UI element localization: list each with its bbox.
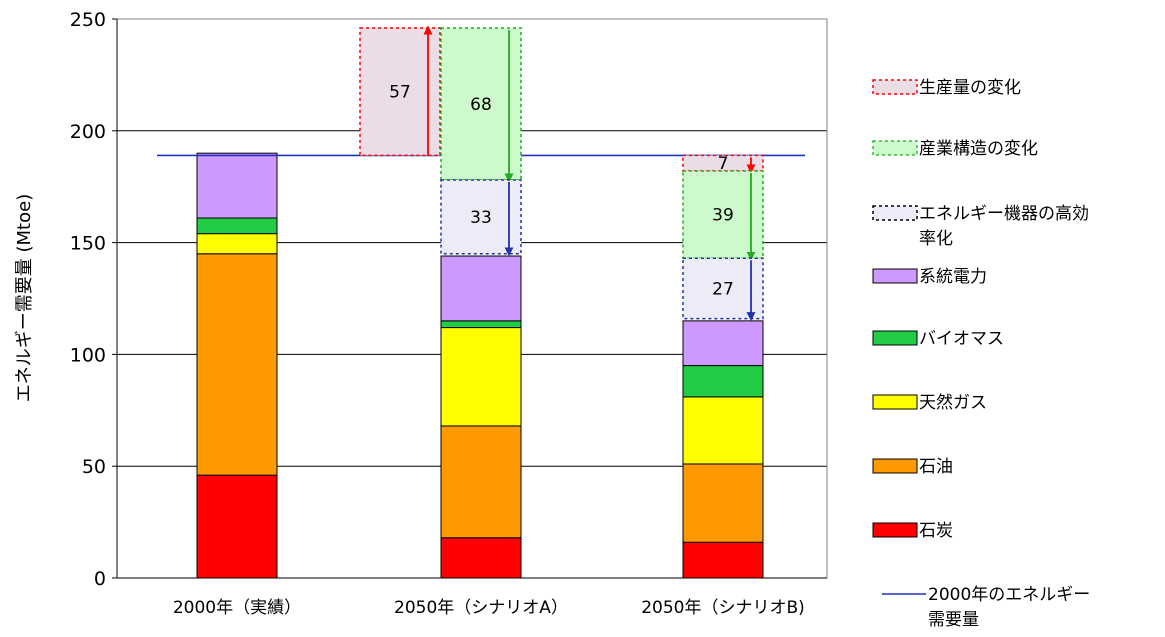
- legend-label: 系統電力: [919, 267, 987, 287]
- data-label: 57: [389, 83, 411, 103]
- y-tick-label: 200: [70, 121, 106, 143]
- y-tick-label: 150: [70, 233, 106, 255]
- change-box: [682, 170, 764, 260]
- bar-segment: [196, 253, 278, 476]
- legend-swatch: [872, 394, 918, 410]
- bars: [157, 152, 805, 579]
- data-label: 68: [470, 95, 492, 115]
- legend-label: 石炭: [919, 521, 953, 541]
- legend-swatch: [872, 522, 918, 538]
- legend-label: エネルギー機器の高効: [919, 204, 1089, 224]
- legend-label: 2000年のエネルギー: [928, 585, 1090, 605]
- axes: 0 50 100 150 200 250 2000年（実績） 2050年（シナリオA） 2050…: [70, 9, 828, 618]
- legend-swatch: [872, 205, 918, 221]
- bar-segment: [682, 396, 764, 465]
- legend-swatch: [872, 79, 918, 95]
- bar-segment: [196, 233, 278, 255]
- change-box: [682, 154, 764, 172]
- legend-swatch: [872, 268, 918, 284]
- legend-label: 率化: [919, 229, 953, 249]
- legend-label: 産業構造の変化: [919, 139, 1038, 159]
- legend-label: 石油: [919, 457, 953, 477]
- x-tick-label: 2000年（実績）: [173, 598, 301, 618]
- bar-segment: [196, 152, 278, 219]
- change-box: [440, 27, 522, 181]
- data-label: 33: [470, 208, 492, 228]
- bar-segment: [440, 327, 522, 427]
- bar-segment: [682, 365, 764, 398]
- change-box: [440, 179, 522, 255]
- data-label: 27: [712, 279, 734, 299]
- y-tick-label: 100: [70, 344, 106, 366]
- bar-segment: [682, 320, 764, 367]
- legend-label: 天然ガス: [919, 393, 987, 413]
- bar-segment: [196, 217, 278, 235]
- bar-segment: [440, 255, 522, 322]
- change-boxes: 57 68 33 7 39 27: [359, 25, 764, 322]
- legend-swatch: [872, 330, 918, 346]
- change-box: [359, 27, 441, 157]
- y-tick-label: 0: [94, 568, 106, 590]
- y-axis-label: エネルギー需要量 (Mtoe): [14, 194, 35, 402]
- legend-label: バイオマス: [919, 329, 1004, 349]
- legend-label: 生産量の変化: [919, 78, 1021, 98]
- legend-swatch: [872, 458, 918, 474]
- y-tick-label: 50: [82, 456, 106, 478]
- bar-segment: [440, 425, 522, 539]
- change-box: [682, 257, 764, 320]
- data-label: 7: [718, 154, 729, 174]
- legend-swatch: [872, 140, 918, 156]
- y-tick-label: 250: [70, 9, 106, 31]
- data-label: 39: [712, 206, 734, 226]
- x-tick-label: 2050年（シナリオB): [641, 598, 805, 618]
- legend-label: 需要量: [928, 610, 979, 630]
- bar-segment: [440, 537, 522, 579]
- bar-segment: [440, 320, 522, 329]
- legend: 生産量の変化産業構造の変化エネルギー機器の高効率化系統電力バイオマス天然ガス石油…: [872, 78, 1090, 630]
- bar-segment: [196, 474, 278, 579]
- x-tick-label: 2050年（シナリオA）: [394, 598, 568, 618]
- bar-segment: [682, 463, 764, 543]
- bar-segment: [682, 541, 764, 579]
